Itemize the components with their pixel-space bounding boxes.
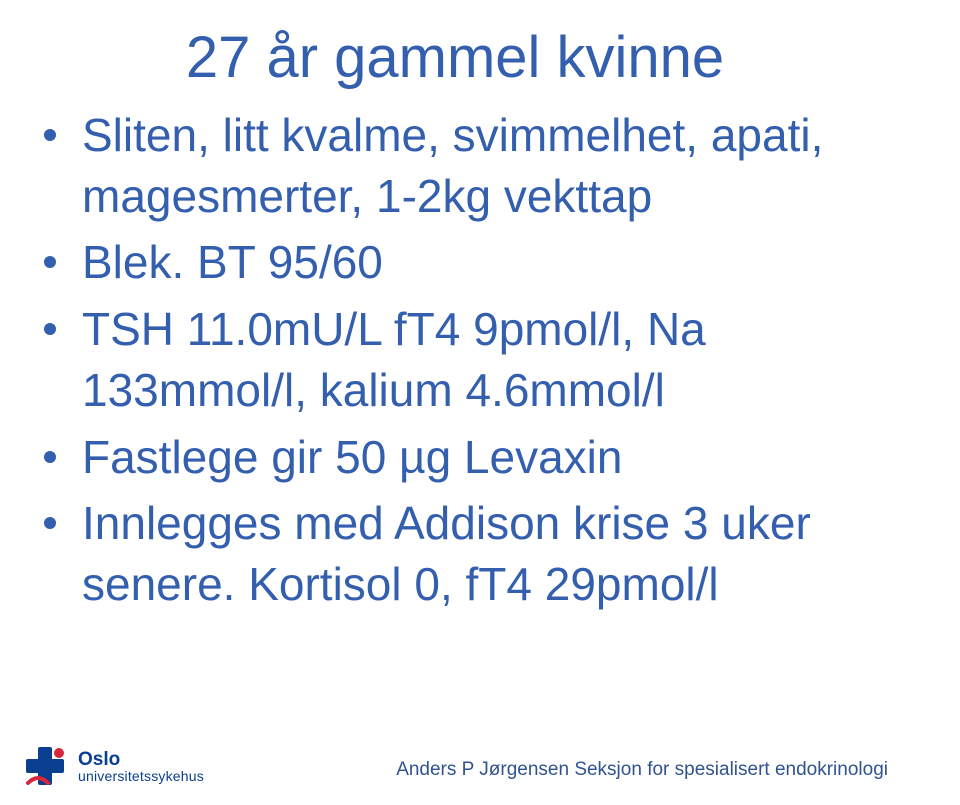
hospital-logo-icon: [22, 743, 68, 789]
bullet-item: TSH 11.0mU/L fT4 9pmol/l, Na 133mmol/l, …: [76, 299, 884, 420]
footer-author-text: Anders P Jørgensen Seksjon for spesialis…: [396, 759, 888, 781]
bullet-text: Innlegges med Addison krise 3 uker sener…: [82, 493, 884, 614]
bullet-item: Sliten, litt kvalme, svimmelhet, apati, …: [76, 105, 884, 226]
logo-line1: Oslo: [78, 750, 204, 769]
bullet-item: Blek. BT 95/60: [76, 232, 884, 293]
bullet-dot-icon: [44, 323, 56, 335]
bullet-item: Fastlege gir 50 µg Levaxin: [76, 427, 884, 488]
slide-title: 27 år gammel kvinne: [0, 0, 960, 99]
bullet-text: Blek. BT 95/60: [82, 232, 884, 293]
slide-footer: Oslo universitetssykehus Anders P Jørgen…: [0, 715, 960, 805]
bullet-text: Fastlege gir 50 µg Levaxin: [82, 427, 884, 488]
bullet-text: TSH 11.0mU/L fT4 9pmol/l, Na 133mmol/l, …: [82, 299, 884, 420]
slide: 27 år gammel kvinne Sliten, litt kvalme,…: [0, 0, 960, 805]
logo-line2: universitetssykehus: [78, 769, 204, 783]
slide-content: Sliten, litt kvalme, svimmelhet, apati, …: [0, 99, 960, 615]
bullet-text: Sliten, litt kvalme, svimmelhet, apati, …: [82, 105, 884, 226]
bullet-dot-icon: [44, 256, 56, 268]
bullet-dot-icon: [44, 451, 56, 463]
bullet-dot-icon: [44, 517, 56, 529]
bullet-dot-icon: [44, 129, 56, 141]
hospital-logo: Oslo universitetssykehus: [22, 743, 204, 789]
bullet-item: Innlegges med Addison krise 3 uker sener…: [76, 493, 884, 614]
hospital-logo-text: Oslo universitetssykehus: [78, 750, 204, 783]
